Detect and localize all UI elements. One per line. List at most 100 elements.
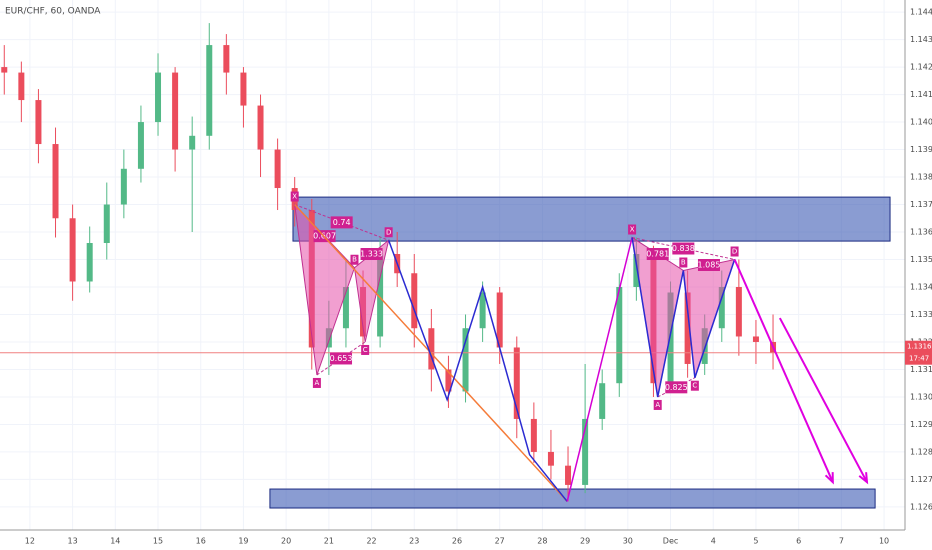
point-tag (384, 227, 393, 238)
candle-body (633, 254, 640, 287)
x-tick-label: 13 (68, 537, 78, 546)
ratio-label: 1.085 (698, 261, 721, 270)
candle-body (547, 451, 554, 466)
zone (292, 196, 891, 242)
arrow-head (824, 472, 834, 485)
y-tick-label: 1.13300 (910, 310, 932, 319)
candle-body (667, 292, 674, 384)
y-tick-label: 1.12600 (910, 502, 932, 511)
point-label: B (352, 256, 357, 264)
countdown: 17:47 (909, 355, 929, 363)
y-tick-label: 1.13900 (910, 145, 932, 154)
candle-body (752, 336, 759, 342)
candle-body (35, 100, 42, 145)
x-tick-label: 28 (537, 537, 547, 546)
candle-body (274, 149, 281, 189)
candle-body (479, 292, 486, 329)
y-tick-label: 1.14000 (910, 118, 932, 127)
candle-body (599, 383, 606, 419)
y-tick-label: 1.13800 (910, 173, 932, 182)
y-tick-label: 1.14200 (910, 63, 932, 72)
ratio-label: 1.333 (360, 250, 383, 259)
x-tick-label: 7 (839, 537, 844, 546)
candle-body (155, 72, 162, 123)
ratio-label: 0.781 (646, 250, 669, 259)
x-tick-label: 10 (879, 537, 889, 546)
ratio-tag (360, 248, 383, 261)
point-tag (312, 377, 321, 388)
point-tag (361, 344, 370, 355)
candle-body (565, 465, 572, 485)
projection-arrow (778, 317, 868, 483)
ratio-label: 0.653 (330, 354, 353, 363)
ratio-label: 0.825 (665, 383, 688, 392)
x-tick-label: 20 (281, 537, 291, 546)
y-tick-label: 1.14100 (910, 90, 932, 99)
point-label: D (386, 228, 391, 236)
point-tag (730, 246, 739, 257)
trend-line (294, 204, 568, 502)
candle-body (411, 273, 418, 329)
ratio-label: 0.74 (333, 218, 351, 227)
candle-body (223, 45, 230, 73)
candle-body (428, 328, 435, 370)
candle-body (103, 204, 110, 244)
point-label: D (732, 248, 737, 256)
candle-body (172, 72, 179, 150)
candle-body (582, 418, 589, 485)
y-tick-label: 1.13500 (910, 255, 932, 264)
x-tick-label: Dec (663, 537, 678, 546)
y-tick-label: 1.13700 (910, 200, 932, 209)
arrow-head (858, 472, 869, 485)
candle-body (462, 328, 469, 392)
candle-body (530, 418, 537, 452)
price-tag (905, 340, 932, 365)
x-tick-label: 15 (153, 537, 163, 546)
candle-body (445, 369, 452, 392)
y-tick-label: 1.13100 (910, 365, 932, 374)
x-tick-label: 22 (366, 537, 376, 546)
x-tick-label: 14 (110, 537, 120, 546)
candle-body (257, 105, 264, 150)
x-tick-label: 27 (495, 537, 505, 546)
candle-body (718, 286, 725, 329)
y-tick-label: 1.13400 (910, 282, 932, 291)
candle-body (86, 243, 93, 282)
point-label: X (292, 193, 297, 201)
candle-body (513, 347, 520, 419)
x-tick-label: 6 (796, 537, 801, 546)
candle-body (52, 144, 59, 219)
candle-body (496, 292, 503, 348)
x-tick-label: 26 (452, 537, 462, 546)
trend-line (566, 237, 633, 502)
y-tick-label: 1.12700 (910, 475, 932, 484)
candle-body (240, 72, 247, 106)
y-tick-label: 1.13000 (910, 392, 932, 401)
point-tag (628, 224, 637, 235)
ratio-label: 0.838 (672, 244, 695, 253)
x-tick-label: 29 (580, 537, 590, 546)
ratio-tag (330, 216, 353, 229)
chart-title: EUR/CHF, 60, OANDA (5, 7, 101, 17)
point-tag (690, 380, 699, 391)
x-tick-label: 12 (25, 537, 35, 546)
y-tick-label: 1.14400 (910, 8, 932, 17)
x-tick-label: 5 (753, 537, 758, 546)
candle-body (206, 45, 213, 136)
projection-arrow (733, 259, 834, 483)
trend-line (387, 240, 568, 502)
candle-body (377, 254, 384, 337)
candle-body (69, 218, 76, 282)
ratio-tag (646, 248, 669, 261)
x-tick-label: 19 (238, 537, 248, 546)
candle-body (1, 67, 8, 73)
point-label: A (655, 401, 660, 409)
candle-body (189, 135, 196, 150)
point-label: C (363, 346, 368, 354)
ratio-tag (672, 242, 695, 255)
candle-body (342, 286, 349, 329)
x-tick-label: 23 (409, 537, 419, 546)
candle-body (684, 292, 691, 364)
